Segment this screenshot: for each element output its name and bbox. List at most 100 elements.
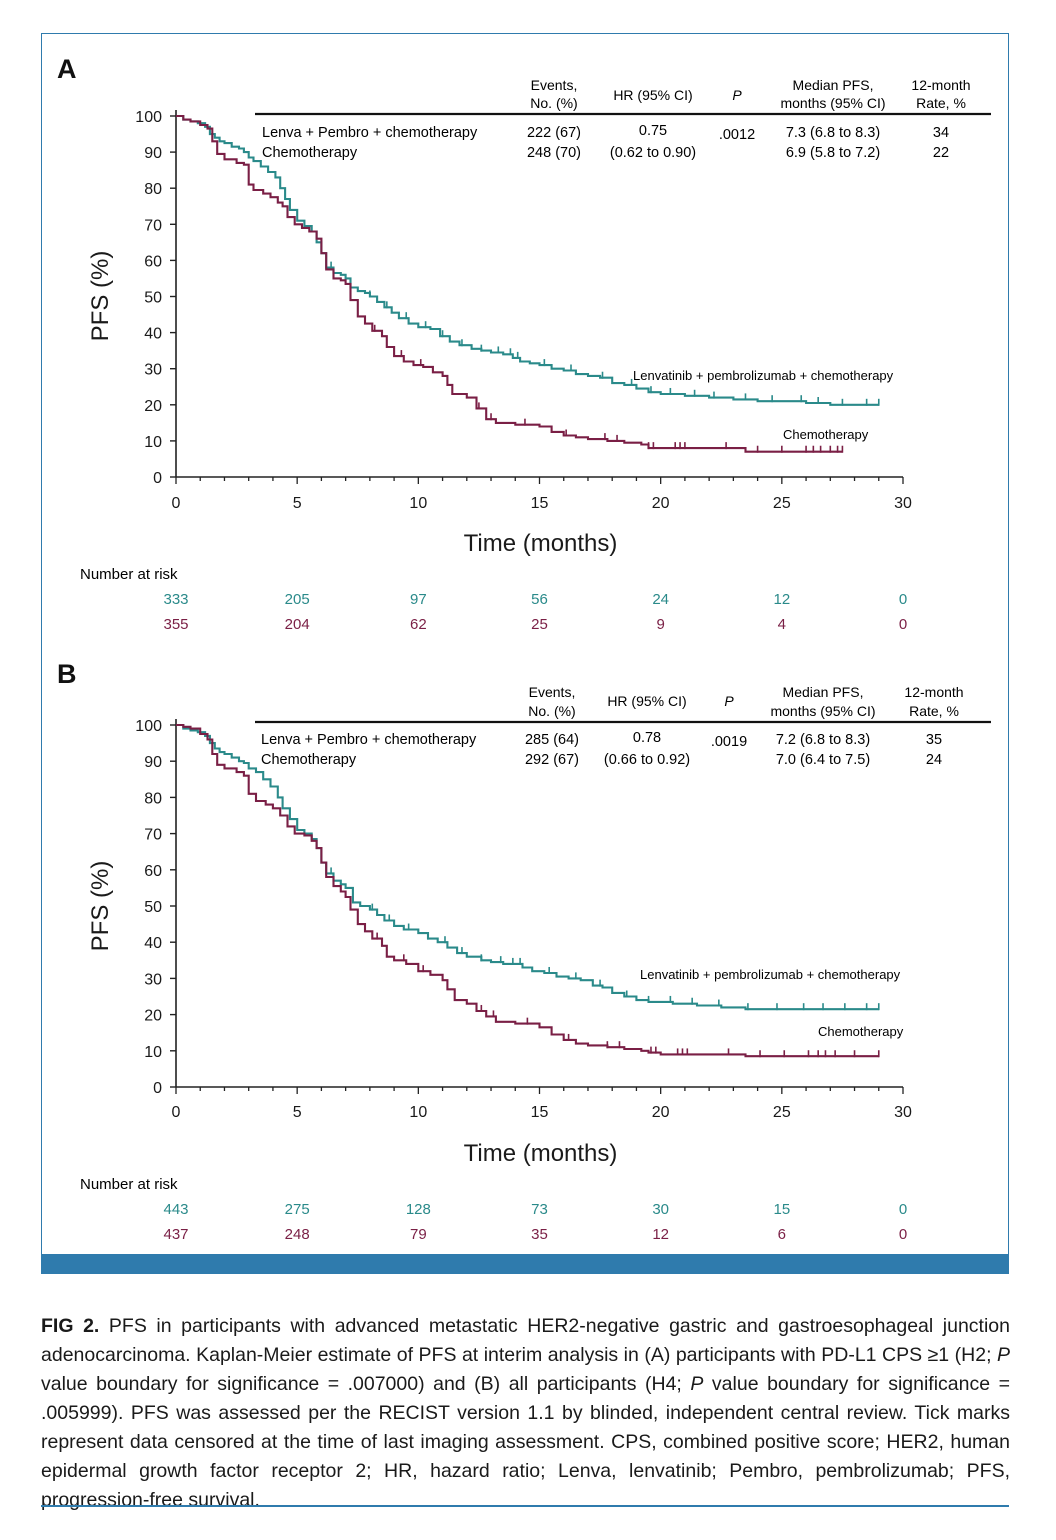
panel-a-x-tick-label: 0 (172, 495, 181, 512)
panel-a-risk-chemo: 25 (531, 616, 548, 633)
panel-a-y-tick-label: 0 (153, 470, 162, 487)
panel-a-x-tick-label: 20 (652, 495, 670, 512)
panel-a-risk-lenva: 333 (163, 591, 188, 608)
panel-a-risk-lenva: 97 (410, 591, 427, 608)
panel-b-y-tick-label: 30 (144, 971, 162, 988)
panel-b-x-axis-title: Time (months) (464, 1140, 618, 1167)
panel-b-risk-chemo: 79 (410, 1226, 427, 1243)
figure-caption: FIG 2. PFS in participants with advanced… (41, 1312, 1010, 1515)
panel-a-risk-lenva: 205 (285, 591, 310, 608)
panel-b-risk-lenva: 30 (652, 1201, 669, 1218)
caption-label: FIG 2. (41, 1314, 100, 1337)
panel-b-y-tick-label: 20 (144, 1008, 162, 1025)
panel-b-label: B (57, 659, 77, 689)
panel-a-risk-title: Number at risk (80, 566, 178, 583)
panel-a-risk-chemo: 355 (163, 616, 188, 633)
panel-b-row-median: 7.0 (6.4 to 7.5) (776, 752, 870, 768)
bottom-rule (41, 1505, 1009, 1507)
panel-a-risk-lenva: 56 (531, 591, 548, 608)
panel-a-risk-chemo: 4 (778, 616, 786, 633)
panel-b-y-tick-label: 10 (144, 1044, 162, 1061)
panel-b-header-rate-1: 12-month (904, 684, 963, 700)
figure-bottom-bar (41, 1254, 1009, 1274)
panel-a-header-rate-2: Rate, % (916, 95, 966, 111)
panel-b-y-tick-label: 40 (144, 935, 162, 952)
panel-b-risk-lenva: 73 (531, 1201, 548, 1218)
caption-p-2: P (690, 1372, 704, 1395)
panel-b-x-tick-label: 10 (409, 1104, 427, 1121)
panel-b-risk-title: Number at risk (80, 1176, 178, 1193)
panel-b-row-rate: 35 (926, 732, 942, 748)
panel-a-header-hr: HR (95% CI) (613, 87, 692, 103)
panel-b-row-hr: 0.78 (633, 730, 661, 746)
panel-b-row-events: 285 (64) (525, 732, 579, 748)
panel-a-x-tick-label: 10 (409, 495, 427, 512)
panel-b-y-tick-label: 60 (144, 863, 162, 880)
panel-b-y-tick-label: 50 (144, 899, 162, 916)
panel-a-y-tick-label: 70 (144, 217, 162, 234)
panel-a-row-hr: 0.75 (639, 123, 667, 139)
panel-a-risk-chemo: 62 (410, 616, 427, 633)
panel-a-y-tick-label: 40 (144, 326, 162, 343)
panel-a-row-rate: 22 (933, 145, 949, 161)
panel-b-risk-lenva: 0 (899, 1201, 907, 1218)
panel-b-header-median-2: months (95% CI) (770, 703, 875, 719)
panel-a-row-rate: 34 (933, 125, 949, 141)
panel-a-header-p: P (732, 87, 742, 103)
panel-a-y-tick-label: 50 (144, 290, 162, 307)
panel-a-x-tick-label: 15 (531, 495, 549, 512)
panel-b-y-tick-label: 0 (153, 1080, 162, 1097)
panel-b-risk-lenva: 128 (406, 1201, 431, 1218)
panel-a-risk-chemo: 204 (285, 616, 310, 633)
panel-a-header-events-2: No. (%) (530, 95, 577, 111)
panel-b-risk-lenva: 275 (285, 1201, 310, 1218)
panel-a-x-tick-label: 5 (293, 495, 302, 512)
panel-a-row-median: 6.9 (5.8 to 7.2) (786, 145, 880, 161)
panel-a-risk-lenva: 24 (652, 591, 669, 608)
panel-b-row-rate: 24 (926, 752, 942, 768)
panel-a-row-hr: (0.62 to 0.90) (610, 145, 696, 161)
panel-b-header-median-1: Median PFS, (783, 684, 864, 700)
panel-a-chemo-curve (176, 114, 843, 453)
panel-b-row-hr: (0.66 to 0.92) (604, 752, 690, 768)
panel-b-risk-lenva: 15 (773, 1201, 790, 1218)
panel-a-y-tick-label: 10 (144, 434, 162, 451)
caption-p-1: P (996, 1343, 1010, 1366)
panel-b-x-tick-label: 30 (894, 1104, 912, 1121)
panel-a-label: A (57, 54, 77, 84)
panel-b-header-p: P (724, 693, 734, 709)
panel-b-annotation-chemo: Chemotherapy (818, 1024, 904, 1039)
panel-b-risk-chemo: 6 (778, 1226, 786, 1243)
panel-b-header-events-2: No. (%) (528, 703, 575, 719)
panel-a-risk-lenva: 12 (773, 591, 790, 608)
panel-a-x-tick-label: 25 (773, 495, 791, 512)
panel-b-header-hr: HR (95% CI) (607, 693, 686, 709)
panel-b-risk-chemo: 248 (285, 1226, 310, 1243)
panel-a-risk-chemo: 9 (656, 616, 664, 633)
panel-a-y-tick-label: 20 (144, 398, 162, 415)
panel-b-y-tick-label: 70 (144, 827, 162, 844)
panel-a-row-name: Lenva + Pembro + chemotherapy (262, 125, 478, 141)
panel-b-row-name: Chemotherapy (261, 752, 357, 768)
panel-b-risk-chemo: 12 (652, 1226, 669, 1243)
panel-b-x-tick-label: 15 (531, 1104, 549, 1121)
panel-b-risk-chemo: 0 (899, 1226, 907, 1243)
panel-a-x-axis-title: Time (months) (464, 530, 618, 557)
panel-a-x-tick-label: 30 (894, 495, 912, 512)
panel-a-header-median-1: Median PFS, (793, 77, 874, 93)
panel-b-risk-chemo: 35 (531, 1226, 548, 1243)
panel-b-row-events: 292 (67) (525, 752, 579, 768)
panel-b-risk-lenva: 443 (163, 1201, 188, 1218)
panel-b-x-tick-label: 25 (773, 1104, 791, 1121)
panel-b-y-tick-label: 100 (135, 718, 162, 735)
panel-a-lenva-curve (176, 114, 879, 406)
panel-b-y-tick-label: 90 (144, 754, 162, 771)
panel-b-header-rate-2: Rate, % (909, 703, 959, 719)
panel-a-header-rate-1: 12-month (911, 77, 970, 93)
panel-b-annotation-lenva: Lenvatinib + pembrolizumab + chemotherap… (640, 967, 901, 982)
panel-a-risk-chemo: 0 (899, 616, 907, 633)
panel-b-y-tick-label: 80 (144, 790, 162, 807)
panel-a-y-tick-label: 100 (135, 109, 162, 126)
panel-a-row-p: .0012 (719, 127, 755, 143)
panel-a-row-events: 222 (67) (527, 125, 581, 141)
